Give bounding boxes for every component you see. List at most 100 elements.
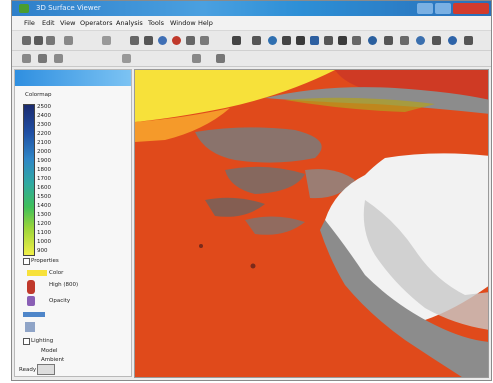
menu-file[interactable]: File — [24, 19, 35, 27]
menu-edit[interactable]: Edit — [42, 19, 55, 27]
filter-icon[interactable] — [338, 36, 347, 45]
blue-indicator-icon — [23, 312, 45, 317]
colorbar — [23, 104, 35, 256]
fit-icon[interactable] — [192, 54, 201, 63]
palette-icon[interactable] — [172, 36, 181, 45]
terrain-gray-cliff — [320, 220, 488, 377]
export-icon[interactable] — [352, 36, 361, 45]
window-title: 3D Surface Viewer — [36, 4, 101, 12]
colorbar-tick-label: 1400 — [37, 203, 51, 209]
colorbar-tick-label: 2100 — [37, 140, 51, 146]
view-top-icon[interactable] — [54, 54, 63, 63]
save-icon[interactable] — [34, 36, 43, 45]
sphere-icon[interactable] — [158, 36, 167, 45]
color-swatch-yellow[interactable] — [27, 270, 47, 276]
minimize-button[interactable] — [417, 3, 433, 14]
view-toolbar — [12, 51, 491, 67]
menu-view[interactable]: View — [60, 19, 76, 27]
colorbar-tick-label: 1600 — [37, 185, 51, 191]
color-swatch-purple[interactable] — [27, 296, 35, 306]
extra-tool-icon[interactable] — [448, 36, 457, 45]
arrow-icon[interactable] — [252, 36, 261, 45]
app-window: 3D Surface Viewer File Edit View Operato… — [11, 0, 492, 381]
colorbar-tick-label: 1700 — [37, 176, 51, 182]
menu-operators[interactable]: Operators — [80, 19, 113, 27]
colorbar-tick-label: 2400 — [37, 113, 51, 119]
rotate-icon[interactable] — [144, 36, 153, 45]
apply-button[interactable] — [37, 364, 55, 375]
select-icon[interactable] — [102, 36, 111, 45]
prop-line-high: High (800) — [49, 282, 79, 288]
title-bar[interactable]: 3D Surface Viewer — [12, 1, 491, 16]
extra-tool-icon[interactable] — [416, 36, 425, 45]
light-line-ambient: Ambient — [41, 357, 65, 363]
terrain-gray-outcrop-1 — [195, 127, 322, 163]
panel-header — [15, 70, 131, 86]
gray-swatch[interactable] — [25, 322, 35, 332]
terrain-marker — [199, 244, 203, 248]
terrain-gray-outcrop-3 — [305, 169, 355, 199]
settings-icon[interactable] — [186, 36, 195, 45]
menu-bar: File Edit View Operators Analysis Tools … — [12, 16, 491, 31]
light-icon[interactable] — [296, 36, 305, 45]
maximize-button[interactable] — [435, 3, 451, 14]
properties-panel: Colormap 2500 2400 2300 2200 2100 2000 1900 180… — [14, 69, 132, 377]
help-icon[interactable] — [368, 36, 377, 45]
terrain-gray-outcrop-4 — [205, 197, 265, 217]
zoom-icon[interactable] — [130, 36, 139, 45]
undo-icon[interactable] — [64, 36, 73, 45]
light-line-model: Model — [41, 348, 58, 354]
print-icon[interactable] — [46, 36, 55, 45]
reset-view-icon[interactable] — [122, 54, 131, 63]
colorbar-tick-label: 1300 — [37, 212, 51, 218]
colorbar-tick-label: 1900 — [37, 158, 51, 164]
extra-tool-icon[interactable] — [400, 36, 409, 45]
properties-section-label: Properties — [31, 258, 59, 264]
terrain-render[interactable] — [135, 70, 489, 378]
colorbar-tick-label: 900 — [37, 248, 48, 254]
terrain-light-shading — [363, 200, 488, 330]
3d-viewport[interactable] — [134, 69, 489, 378]
play-icon[interactable] — [200, 36, 209, 45]
lighting-section-label: Lighting — [31, 338, 54, 344]
menu-tools[interactable]: Tools — [148, 19, 165, 27]
colorbar-tick-label: 1100 — [37, 230, 51, 236]
colorbar-tick-label: 2000 — [37, 149, 51, 155]
menu-window[interactable]: Window — [170, 19, 196, 27]
colorbar-tick-label: 1000 — [37, 239, 51, 245]
extra-tool-icon[interactable] — [464, 36, 473, 45]
lighting-checkbox[interactable] — [23, 338, 30, 345]
view-side-icon[interactable] — [38, 54, 47, 63]
colormap-section-label: Colormap — [25, 92, 52, 98]
terrain-olive-band — [285, 97, 435, 112]
view-front-icon[interactable] — [22, 54, 31, 63]
menu-help[interactable]: Help — [198, 19, 213, 27]
color-swatch-red[interactable] — [27, 280, 35, 294]
axis-icon[interactable] — [310, 36, 319, 45]
mesh-icon[interactable] — [324, 36, 333, 45]
main-toolbar — [12, 31, 491, 51]
colorbar-tick-label: 2200 — [37, 131, 51, 137]
app-icon — [19, 4, 29, 13]
terrain-yellow-plateau — [135, 70, 335, 122]
colorbar-tick-label: 2500 — [37, 104, 51, 110]
plus-icon[interactable] — [232, 36, 241, 45]
terrain-marker — [250, 263, 256, 269]
terrain-gray-outcrop-2 — [225, 166, 305, 194]
prop-line-color: Color — [49, 270, 64, 276]
fit-icon[interactable] — [216, 54, 225, 63]
terrain-orange-band — [135, 108, 230, 142]
extra-tool-icon[interactable] — [432, 36, 441, 45]
prop-line-opacity: Opacity — [49, 298, 71, 304]
terrain-gray-outcrop-5 — [245, 216, 305, 235]
status-text: Ready — [19, 367, 37, 373]
grid-icon[interactable] — [282, 36, 291, 45]
extra-tool-icon[interactable] — [384, 36, 393, 45]
properties-checkbox[interactable] — [23, 258, 30, 265]
camera-icon[interactable] — [268, 36, 277, 45]
colorbar-tick-label: 1200 — [37, 221, 51, 227]
open-icon[interactable] — [22, 36, 31, 45]
colorbar-tick-label: 2300 — [37, 122, 51, 128]
menu-analysis[interactable]: Analysis — [116, 19, 143, 27]
close-button[interactable] — [453, 3, 489, 14]
